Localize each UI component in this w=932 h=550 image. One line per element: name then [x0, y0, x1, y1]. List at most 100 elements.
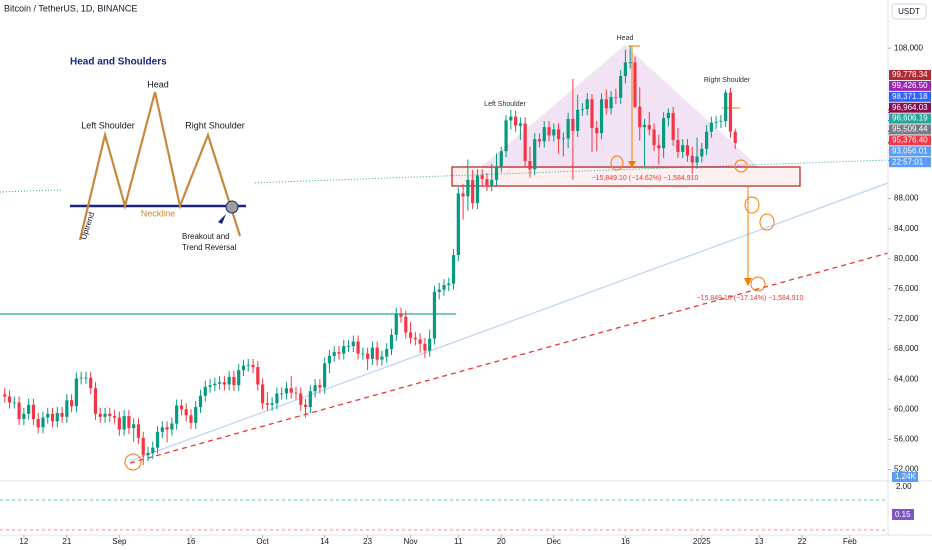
candle-body	[518, 123, 522, 126]
price-badge	[889, 70, 931, 80]
candle-body	[151, 447, 155, 453]
currency-button[interactable]	[891, 3, 927, 20]
candle-body	[533, 139, 537, 170]
price-badge-label: 99,426.50	[892, 81, 928, 90]
candle-body	[232, 376, 236, 386]
currency[interactable]: USDT	[898, 7, 920, 16]
annotation: Right Shoulder	[704, 77, 751, 84]
candle-body	[394, 313, 398, 335]
candle-body	[208, 385, 212, 387]
candle-body	[342, 346, 346, 354]
x-tick-label: 16	[187, 537, 196, 546]
candle-body	[337, 352, 341, 354]
candle-body	[389, 334, 394, 350]
x-tick-label: 14	[320, 537, 329, 546]
candle-body	[198, 395, 203, 408]
candle-body	[528, 161, 532, 170]
candle-body	[127, 416, 131, 429]
candle-body	[218, 382, 222, 384]
annotation: Left Shoulder	[484, 101, 526, 108]
candle-body	[719, 121, 723, 122]
inset-label: Trend Reversal	[182, 243, 237, 252]
y-tick-label: 76,000	[894, 284, 919, 293]
volume-badge	[892, 472, 918, 482]
x-tick-label: 12	[19, 537, 28, 546]
candle-body	[294, 392, 298, 394]
candle-body	[366, 353, 370, 359]
inset-label: Left Shoulder	[81, 120, 135, 130]
candle-body	[237, 370, 241, 386]
inset-label: Neckline	[141, 208, 176, 218]
candle-body	[475, 175, 480, 204]
price-badge-label: 93,056.01	[892, 146, 928, 155]
x-tick-label: 2025	[693, 537, 711, 546]
breakout-point	[225, 200, 239, 214]
candle-body	[571, 118, 575, 131]
candle-body	[41, 417, 45, 428]
candle-body	[280, 393, 284, 395]
candle-body	[580, 109, 585, 110]
x-tick-label: Dec	[547, 537, 561, 546]
candle-body	[451, 255, 456, 284]
candle-body	[480, 175, 484, 180]
candle-body	[556, 129, 561, 140]
candle-body	[70, 400, 74, 407]
candle-body	[380, 356, 384, 360]
y-tick-label: 60,000	[894, 404, 919, 413]
candle-body	[408, 332, 413, 338]
x-tick-label: 20	[497, 537, 506, 546]
candle-body	[418, 339, 422, 344]
candle-body	[542, 127, 546, 142]
candle-body	[213, 383, 217, 386]
candle-body	[552, 129, 556, 136]
candle-body	[504, 120, 508, 152]
candle-body	[652, 129, 656, 146]
candle-body	[327, 355, 332, 364]
candle-body	[50, 413, 55, 422]
oscillator-value: 0.15	[895, 510, 911, 519]
candle-body	[256, 367, 260, 385]
inset-label: Head	[147, 79, 169, 89]
marker-circle	[744, 196, 760, 214]
candle-body	[733, 131, 737, 143]
y-tick-label: 52,000	[894, 465, 919, 474]
price-badge-label: 95,376.40	[892, 136, 928, 145]
candle-body	[728, 92, 733, 132]
oscillator-badge	[892, 509, 914, 520]
x-tick-label: 21	[62, 537, 71, 546]
candle-body	[724, 92, 728, 122]
candle-body	[203, 386, 207, 396]
candle-body	[17, 402, 21, 420]
candle-body	[227, 376, 231, 385]
trend-line	[129, 182, 889, 462]
candle-body	[136, 424, 141, 438]
price-badge	[889, 102, 931, 113]
candle-body	[485, 179, 489, 186]
candle-body	[146, 452, 150, 456]
candle-body	[251, 364, 255, 368]
candle-body	[65, 400, 69, 417]
candle-body	[31, 404, 36, 420]
annotation: Head	[617, 35, 634, 42]
candle-body	[84, 377, 88, 379]
candle-body	[466, 179, 470, 197]
candle-body	[175, 405, 179, 424]
candle-body	[117, 417, 121, 430]
candle-body	[662, 118, 666, 149]
candle-body	[404, 316, 408, 333]
candle-body	[155, 431, 160, 448]
candle-body	[375, 347, 379, 360]
candle-body	[170, 423, 174, 430]
candle-body	[494, 166, 499, 180]
y-tick-label: 108,000	[894, 43, 923, 52]
candle-body	[471, 179, 475, 204]
candle-body	[590, 99, 594, 128]
candle-body	[141, 437, 145, 456]
price-badge	[889, 124, 931, 135]
candle-body	[490, 179, 494, 186]
candle-body	[275, 393, 279, 404]
candle-body	[194, 407, 198, 423]
price-badge	[889, 146, 931, 157]
candle-body	[595, 127, 599, 134]
price-badge	[889, 135, 931, 146]
